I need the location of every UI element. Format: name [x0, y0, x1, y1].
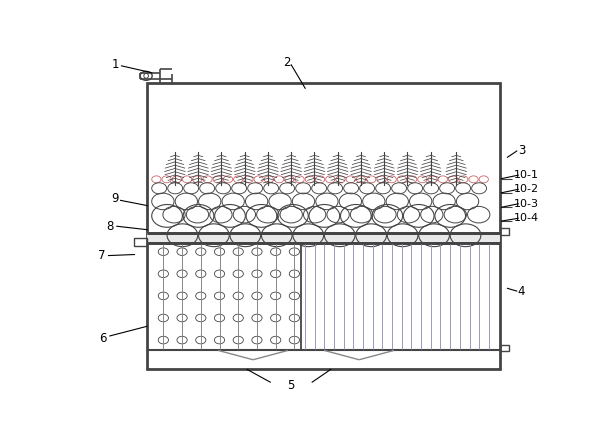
Text: 5: 5	[287, 379, 295, 392]
Text: 9: 9	[111, 192, 118, 205]
Text: 6: 6	[99, 332, 107, 345]
Text: 10-1: 10-1	[514, 170, 539, 180]
Bar	[134, 238, 147, 246]
Text: 4: 4	[518, 285, 525, 298]
Bar	[147, 83, 500, 370]
Text: 10-2: 10-2	[514, 184, 539, 194]
Bar	[500, 228, 509, 235]
Text: 3: 3	[518, 144, 525, 157]
Bar	[500, 345, 509, 352]
Text: 7: 7	[98, 249, 106, 262]
Text: 10-3: 10-3	[514, 199, 539, 209]
Text: 10-4: 10-4	[514, 213, 539, 223]
Bar	[147, 233, 500, 243]
Text: 1: 1	[112, 58, 119, 71]
Text: 2: 2	[283, 56, 290, 69]
Text: 8: 8	[106, 220, 113, 233]
